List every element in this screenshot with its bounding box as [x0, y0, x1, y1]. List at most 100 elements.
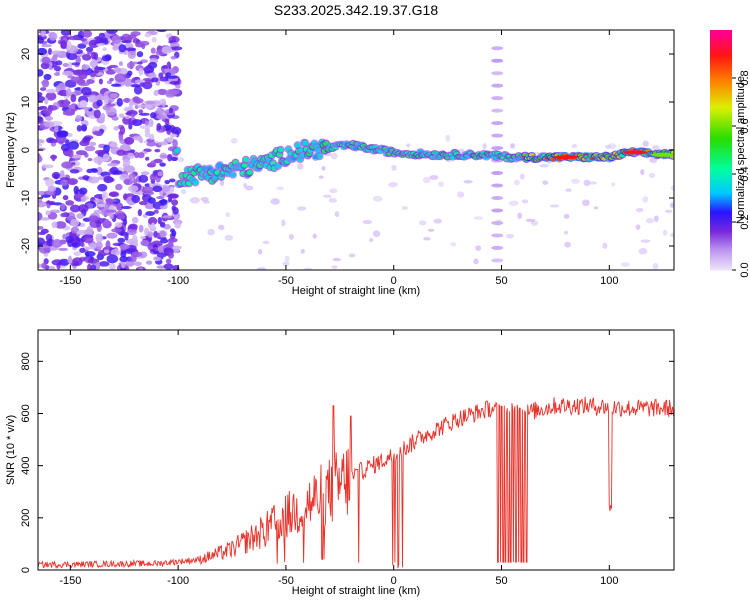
noise-blob: [611, 182, 616, 187]
colorbar-swatch: [710, 80, 732, 83]
noise-blob: [160, 238, 169, 244]
noise-blob: [45, 210, 51, 216]
noise-blob: [130, 83, 141, 88]
noise-blob: [153, 255, 162, 262]
noise-blob: [670, 185, 674, 191]
colorbar-swatch: [710, 74, 732, 77]
noise-blob: [145, 211, 155, 217]
noise-blob: [620, 262, 630, 267]
noise-blob: [93, 156, 104, 164]
noise-blob: [119, 243, 130, 250]
colorbar-swatch: [710, 34, 732, 37]
noise-blob: [303, 267, 313, 270]
spec-xtick-label: 100: [600, 275, 618, 287]
noise-blob: [98, 261, 110, 267]
noise-blob: [120, 250, 127, 258]
colorbar-swatch: [710, 242, 732, 245]
colorbar-swatch: [710, 194, 732, 197]
noise-blob: [169, 80, 181, 85]
noise-blob: [38, 143, 42, 147]
colorbar-swatch: [710, 250, 732, 253]
colorbar-swatch: [710, 240, 732, 243]
noise-blob: [106, 254, 119, 264]
figure-title: S233.2025.342.19.37.G18: [274, 2, 438, 18]
noise-blob: [103, 176, 114, 184]
noise-blob: [128, 223, 138, 230]
noise-blob: [159, 198, 168, 206]
noise-blob: [157, 216, 162, 225]
colorbar-tick-label: 0.4: [739, 166, 750, 181]
band-blob: [491, 233, 504, 238]
colorbar-swatch: [710, 192, 732, 195]
noise-blob: [48, 265, 56, 270]
band-blob: [491, 121, 504, 126]
noise-blob: [162, 215, 173, 219]
noise-blob: [88, 215, 99, 222]
noise-blob: [144, 126, 150, 136]
noise-blob: [69, 169, 80, 174]
noise-blob: [401, 206, 409, 210]
band-blob: [491, 83, 504, 88]
colorbar-swatch: [710, 264, 732, 267]
noise-blob: [138, 68, 144, 76]
spec-ytick-label: -10: [20, 190, 32, 206]
noise-blob: [124, 47, 137, 52]
noise-blob: [118, 113, 125, 118]
noise-blob: [109, 77, 114, 82]
colorbar-swatch: [710, 180, 732, 183]
noise-blob: [96, 43, 106, 47]
noise-blob: [117, 213, 126, 220]
noise-blob: [54, 72, 61, 77]
noise-blob: [594, 206, 599, 210]
noise-blob: [77, 43, 87, 49]
noise-blob: [131, 194, 141, 204]
colorbar-swatch: [710, 244, 732, 247]
colorbar-swatch: [710, 44, 732, 47]
noise-blob: [45, 200, 56, 205]
noise-blob: [128, 172, 136, 180]
noise-blob: [652, 262, 659, 270]
noise-blob: [168, 178, 176, 183]
noise-blob: [133, 151, 140, 159]
colorbar-swatch: [710, 40, 732, 43]
noise-blob: [112, 45, 119, 51]
noise-blob: [71, 62, 81, 66]
ridge-blob: [302, 140, 309, 146]
noise-blob: [60, 40, 67, 49]
noise-blob: [116, 149, 126, 156]
noise-blob: [107, 162, 119, 167]
colorbar-label: Normalized spectral amplitude: [735, 76, 747, 224]
noise-blob: [138, 200, 148, 206]
noise-blob: [450, 242, 457, 247]
colorbar-swatch: [710, 168, 732, 171]
colorbar-swatch: [710, 196, 732, 199]
noise-blob: [87, 157, 93, 162]
noise-blob: [519, 173, 525, 180]
snr-ytick-label: 800: [20, 352, 32, 370]
colorbar-swatch: [710, 252, 732, 255]
noise-blob: [120, 267, 127, 270]
noise-blob: [654, 215, 659, 222]
noise-blob: [84, 145, 96, 152]
noise-blob: [133, 85, 143, 95]
noise-blob: [362, 219, 372, 225]
noise-blob: [144, 33, 151, 38]
noise-blob: [45, 116, 54, 121]
noise-blob: [86, 51, 93, 55]
noise-blob: [105, 240, 111, 250]
noise-blob: [78, 204, 89, 213]
noise-blob: [113, 67, 122, 73]
noise-blob: [53, 65, 62, 72]
noise-blob: [71, 242, 81, 248]
noise-blob: [99, 37, 108, 42]
noise-blob: [131, 216, 139, 224]
noise-blob: [40, 30, 46, 37]
band-blob: [491, 108, 504, 113]
noise-blob: [61, 161, 74, 169]
colorbar-swatch: [710, 198, 732, 201]
noise-blob: [96, 99, 103, 107]
noise-blob: [102, 105, 111, 111]
colorbar-swatch: [710, 170, 732, 173]
colorbar-swatch: [710, 104, 732, 107]
noise-blob: [81, 86, 92, 96]
